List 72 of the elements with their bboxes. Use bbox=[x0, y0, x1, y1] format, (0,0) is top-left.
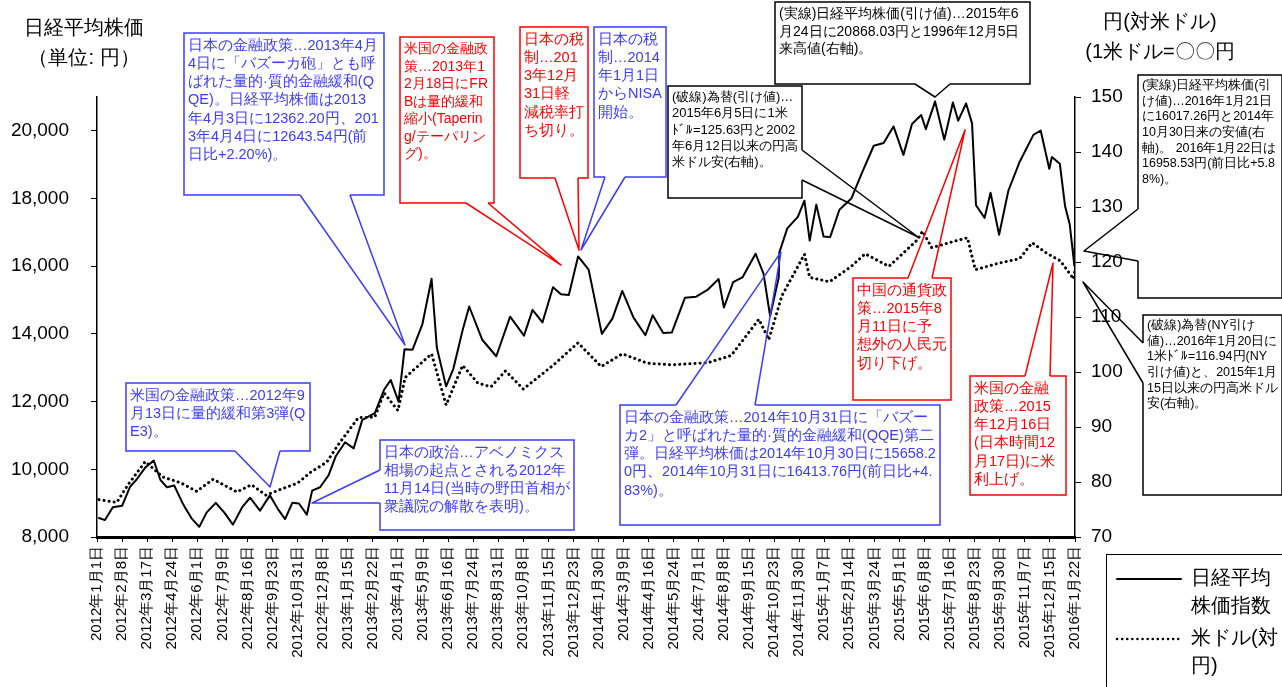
y-tick-label: 18,000 bbox=[10, 186, 69, 208]
x-tick-label: 2014年5月24日 bbox=[663, 546, 681, 650]
y-tick-label: 12,000 bbox=[10, 389, 69, 411]
x-tick-label: 2013年10月8日 bbox=[513, 546, 531, 650]
y2-tick-label: 100 bbox=[1091, 360, 1123, 382]
y2-tick-label: 120 bbox=[1091, 250, 1123, 272]
x-tick-label: 2015年8月23日 bbox=[964, 546, 982, 650]
x-tick-label: 2014年7月1日 bbox=[688, 546, 706, 642]
y2-axis-title: 円(対米ドル) (1米ドル=〇〇円 bbox=[1084, 9, 1236, 64]
y2-tick-label: 130 bbox=[1091, 195, 1123, 217]
text: (実線)日経平均株価(引け値)…2015年6月24日に20868.03円と1996年12月5日来高値(右軸)。 bbox=[779, 5, 1021, 58]
x-tick-label: 2014年4月16日 bbox=[638, 546, 656, 650]
y2-tick-label: 90 bbox=[1091, 415, 1113, 437]
annotation: 日本の税制…2014年1月1日からNISA開始。 bbox=[598, 30, 662, 122]
x-tick-label: 2013年12月23日 bbox=[563, 546, 581, 658]
x-tick-label: 2012年7月9日 bbox=[212, 546, 230, 642]
x-tick-label: 2013年7月24日 bbox=[463, 546, 481, 650]
x-tick-label: 2012年10月31日 bbox=[287, 546, 305, 658]
annotation: 中国の通貨政策…2015年8月11日に予想外の人民元切り下げ。 bbox=[857, 281, 947, 373]
x-tick-label: 2015年3月24日 bbox=[864, 546, 882, 650]
annotation: (破線)為替(引け値)…2015年6月5日に1米ﾄﾞﾙ=125.63円と2002年6月12日以来の円高米ドル安(右軸)。 bbox=[672, 89, 798, 171]
x-tick-label: 2013年5月9日 bbox=[413, 546, 431, 642]
x-tick-label: 2013年8月31日 bbox=[488, 546, 506, 650]
annotation: 米国の金融政策…2013年12月18日にFRBは量的緩和縮小(Tapering/テーパリング)。 bbox=[404, 40, 490, 163]
x-tick-label: 2014年11月30日 bbox=[789, 546, 807, 657]
y2-tick-label: 80 bbox=[1091, 470, 1113, 492]
annotation: 日本の金融政策…2014年10月31日に「バズーカ2」と呼ばれた量的·質的金融緩和(QQE)第二弾。日経平均株価は2014年10月30日に15658.20円、2014年10月31日に16413.76円(前日比+4.83%)。 bbox=[624, 408, 936, 500]
annotation: 日本の税制…2013年12月31日軽減税率打ち切り。 bbox=[524, 30, 584, 140]
y2-tick-label: 140 bbox=[1091, 140, 1123, 162]
x-tick-label: 2014年10月23日 bbox=[764, 546, 782, 658]
annotation: 日本の政治…アベノミクス相場の起点とされる2012年11月14日(当時の野田首相が衆議院の解散を表明)。 bbox=[384, 443, 571, 517]
legend-label: 米ドル(対円) bbox=[1191, 625, 1278, 678]
x-tick-label: 2012年12月8日 bbox=[312, 546, 330, 650]
x-tick-label: 2012年2月8日 bbox=[112, 546, 130, 642]
x-tick-label: 2015年9月30日 bbox=[989, 546, 1007, 650]
y-axis-title: 日経平均株価（単位: 円） bbox=[23, 15, 145, 70]
x-tick-label: 2014年1月30日 bbox=[588, 546, 606, 650]
x-tick-label: 2015年5月1日 bbox=[889, 546, 907, 642]
text: (実線)日経平均株価(引け値)…2016年1月21日に16017.26円と2014年10月30日来の安値(右軸)。 2016年1月22日は16958.53円(前日比+5.88%)。 bbox=[1142, 78, 1278, 188]
x-tick-label: 2015年1月7日 bbox=[814, 546, 832, 642]
x-tick-label: 2013年2月22日 bbox=[362, 546, 380, 650]
annotation: 米国の金融政策…2012年9月13日に量的緩和第3弾(QE3)。 bbox=[130, 386, 306, 442]
x-tick-label: 2015年7月16日 bbox=[939, 546, 957, 650]
x-tick-label: 2013年4月1日 bbox=[388, 546, 406, 642]
x-tick-label: 2015年2月14日 bbox=[839, 546, 857, 650]
x-tick-label: 2012年9月23日 bbox=[262, 546, 280, 650]
x-tick-label: 2012年3月17日 bbox=[137, 546, 155, 650]
y2-tick-label: 150 bbox=[1091, 85, 1123, 107]
x-tick-label: 2012年4月24日 bbox=[162, 546, 180, 650]
x-tick-label: 2013年1月15日 bbox=[337, 546, 355, 650]
annotation: 米国の金融政策…2015年12月16日(日本時間12月17日)に米利上げ。 bbox=[974, 379, 1056, 489]
x-tick-label: 2015年6月8日 bbox=[914, 546, 932, 642]
x-tick-label: 2012年8月16日 bbox=[237, 546, 255, 650]
annotation: 日本の金融政策…2013年4月4日に「バズーカ砲」とも呼ばれた量的·質的金融緩和(QQE)。日経平均株価は2013年4月3日に12362.20円、2013年4月4日に12643.54円(前日比+2.20%)。 bbox=[188, 36, 380, 164]
x-tick-label: 2014年3月9日 bbox=[613, 546, 631, 642]
x-tick-label: 2013年6月16日 bbox=[438, 546, 456, 650]
text: (破線)為替(NY引け値)…2016年1月20日に1米ﾄﾞﾙ=116.94円(NY引け値)と、2015年1月15日以来の円高米ドル安(右軸)。 bbox=[1147, 318, 1278, 413]
y-tick-label: 10,000 bbox=[10, 457, 69, 479]
x-tick-label: 2014年9月15日 bbox=[739, 546, 757, 650]
x-tick-label: 2012年1月1日 bbox=[87, 546, 105, 642]
x-tick-label: 2016年1月22日 bbox=[1065, 546, 1083, 650]
legend-label: 日経平均株価指数 bbox=[1191, 565, 1272, 618]
y-tick-label: 16,000 bbox=[10, 254, 69, 276]
y-tick-label: 8,000 bbox=[21, 525, 69, 547]
x-tick-label: 2015年12月15日 bbox=[1040, 546, 1058, 658]
y-tick-label: 14,000 bbox=[10, 322, 69, 344]
x-tick-label: 2014年8月8日 bbox=[714, 546, 732, 642]
x-tick-label: 2013年11月15日 bbox=[538, 546, 556, 657]
x-tick-label: 2012年6月1日 bbox=[187, 546, 205, 642]
x-tick-label: 2015年11月7日 bbox=[1014, 546, 1032, 649]
y-tick-label: 20,000 bbox=[10, 119, 69, 141]
y2-tick-label: 70 bbox=[1091, 525, 1113, 547]
